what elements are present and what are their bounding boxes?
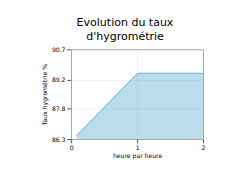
html-text:Evolution du taux d'hygrométri: Evolution du taux d'hygrométrie bbox=[76, 16, 174, 43]
svg-text:2: 2 bbox=[202, 144, 206, 151]
svg-text:heure par heure: heure par heure bbox=[113, 152, 163, 160]
svg-text:86.3: 86.3 bbox=[52, 135, 66, 142]
svg-text:89.2: 89.2 bbox=[52, 76, 66, 83]
svg-text:Taux hygrométrie %: Taux hygrométrie % bbox=[41, 64, 49, 126]
svg-text:90.7: 90.7 bbox=[52, 46, 66, 53]
svg-text:1: 1 bbox=[136, 144, 140, 151]
svg-text:0: 0 bbox=[70, 144, 74, 151]
svg-text:87.8: 87.8 bbox=[52, 105, 66, 112]
